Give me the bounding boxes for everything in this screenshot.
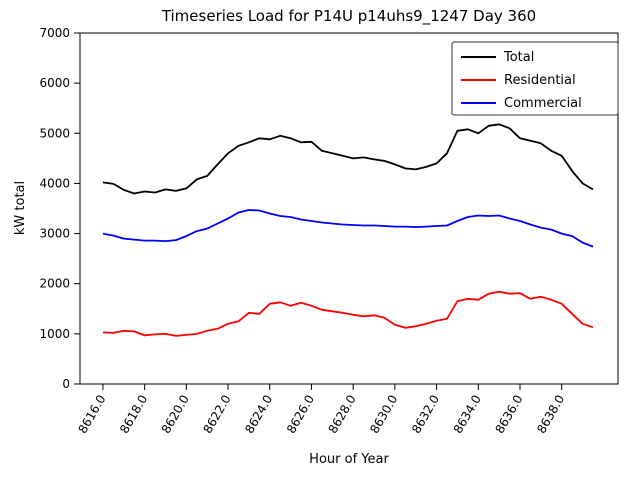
x-tick-label: 8634.0 <box>451 393 484 436</box>
legend-label-commercial: Commercial <box>504 96 582 111</box>
series-line-total <box>102 123 594 195</box>
x-tick-label: 8632.0 <box>409 393 442 436</box>
y-tick-label: 1000 <box>39 327 70 341</box>
legend-label-residential: Residential <box>504 73 576 88</box>
x-tick-label: 8636.0 <box>492 393 525 436</box>
x-tick-label: 8616.0 <box>75 393 108 436</box>
series-line-residential <box>102 290 594 337</box>
y-tick-label: 3000 <box>39 227 70 241</box>
y-tick-label: 2000 <box>39 277 70 291</box>
x-tick-label: 8622.0 <box>201 393 234 436</box>
y-tick-label: 4000 <box>39 176 70 190</box>
x-tick-label: 8630.0 <box>367 393 400 436</box>
legend: Total Residential Commercial <box>451 41 619 116</box>
x-tick-label: 8620.0 <box>159 393 192 436</box>
series-line-commercial <box>102 209 594 248</box>
y-tick-label: 0 <box>62 377 70 391</box>
x-tick-label: 8624.0 <box>242 393 275 436</box>
y-axis-label: kW total <box>13 181 28 235</box>
plot-frame <box>79 32 619 385</box>
chart-title: Timeseries Load for P14U p14uhs9_1247 Da… <box>161 7 536 26</box>
x-tick-label: 8638.0 <box>534 393 567 436</box>
x-axis-label: Hour of Year <box>309 452 389 467</box>
x-tick-label: 8618.0 <box>117 393 150 436</box>
legend-label-total: Total <box>503 50 534 65</box>
x-tick-label: 8628.0 <box>326 393 359 436</box>
y-axis-ticks: 0 1000 2000 3000 4000 5000 6000 7000 <box>39 26 80 391</box>
y-tick-label: 7000 <box>39 26 70 40</box>
series-lines <box>102 123 594 337</box>
x-axis-ticks: 8616.0 8618.0 8620.0 8622.0 8624.0 8626.0 8628… <box>75 384 567 436</box>
y-tick-label: 5000 <box>39 126 70 140</box>
legend-box <box>451 41 619 116</box>
x-tick-label: 8626.0 <box>284 393 317 436</box>
y-tick-label: 6000 <box>39 76 70 90</box>
